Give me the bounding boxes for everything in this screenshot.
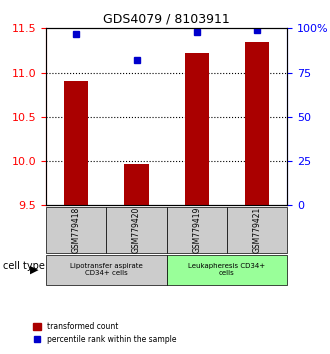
Title: GDS4079 / 8103911: GDS4079 / 8103911 xyxy=(103,13,230,26)
Legend: transformed count, percentile rank within the sample: transformed count, percentile rank withi… xyxy=(30,319,180,347)
Text: cell type: cell type xyxy=(3,261,45,272)
Text: Lipotransfer aspirate
CD34+ cells: Lipotransfer aspirate CD34+ cells xyxy=(70,263,143,276)
Bar xyxy=(245,41,269,205)
Text: GSM779418: GSM779418 xyxy=(72,207,81,253)
Text: ▶: ▶ xyxy=(30,265,38,275)
Text: GSM779421: GSM779421 xyxy=(252,207,261,253)
Text: GSM779419: GSM779419 xyxy=(192,207,201,253)
Bar xyxy=(124,164,148,205)
Text: Leukapheresis CD34+
cells: Leukapheresis CD34+ cells xyxy=(188,263,265,276)
Text: GSM779420: GSM779420 xyxy=(132,207,141,253)
Bar xyxy=(185,53,209,205)
Bar xyxy=(64,81,88,205)
